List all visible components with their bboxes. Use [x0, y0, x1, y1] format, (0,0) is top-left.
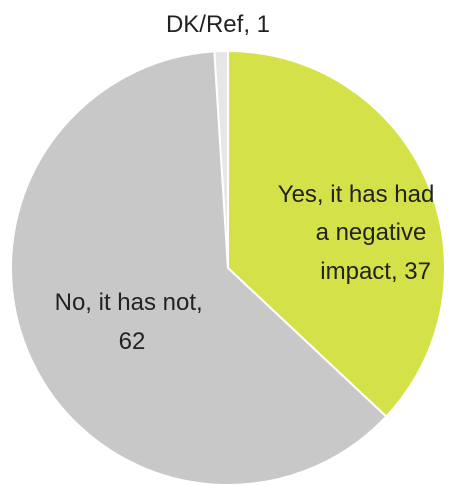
- pie-slice-dkref: [213, 49, 229, 269]
- pie-slice-yes: [227, 49, 446, 418]
- slice-label-yes: Yes, it has had a negative impact, 37: [278, 181, 441, 285]
- pie-slices: [10, 49, 446, 485]
- slice-label-yes-line-3: impact, 37: [320, 258, 431, 285]
- pie-slice-no: [10, 50, 388, 485]
- slice-label-yes-line-2: a negative: [316, 219, 427, 246]
- slice-label-yes-line-1: Yes, it has had: [278, 181, 435, 208]
- slice-label-no-line-2: 62: [119, 328, 146, 355]
- slice-label-no: No, it has not, 62: [55, 289, 210, 355]
- slice-label-no-line-1: No, it has not,: [55, 289, 203, 316]
- slice-label-dkref: DK/Ref, 1: [166, 11, 270, 38]
- slice-label-dkref-line-1: DK/Ref, 1: [166, 11, 270, 38]
